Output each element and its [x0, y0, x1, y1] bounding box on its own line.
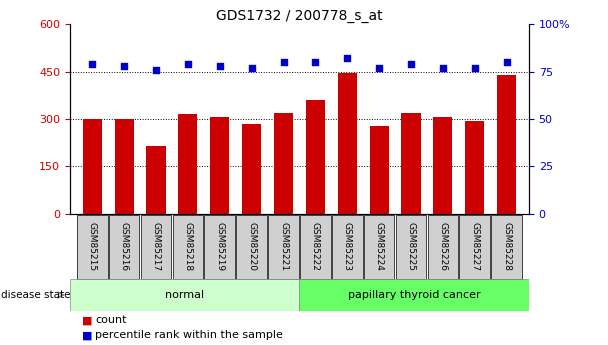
- FancyBboxPatch shape: [460, 215, 490, 279]
- Text: GSM85215: GSM85215: [88, 222, 97, 271]
- Bar: [306, 100, 325, 214]
- Text: GSM85227: GSM85227: [470, 222, 479, 271]
- Bar: [147, 146, 165, 214]
- Text: GSM85217: GSM85217: [151, 222, 161, 271]
- Title: GDS1732 / 200778_s_at: GDS1732 / 200778_s_at: [216, 9, 383, 23]
- FancyBboxPatch shape: [300, 215, 331, 279]
- Text: GSM85225: GSM85225: [407, 222, 415, 271]
- FancyBboxPatch shape: [173, 215, 203, 279]
- Bar: [114, 119, 134, 214]
- Text: ■: ■: [82, 331, 92, 340]
- Point: [342, 56, 352, 61]
- Point: [502, 59, 511, 65]
- Point: [151, 67, 161, 72]
- Point: [311, 59, 320, 65]
- FancyBboxPatch shape: [237, 215, 267, 279]
- FancyBboxPatch shape: [268, 215, 299, 279]
- FancyBboxPatch shape: [140, 215, 171, 279]
- FancyBboxPatch shape: [300, 279, 529, 311]
- FancyBboxPatch shape: [364, 215, 395, 279]
- Bar: [83, 119, 102, 214]
- Text: papillary thyroid cancer: papillary thyroid cancer: [348, 290, 480, 300]
- Bar: [401, 113, 421, 214]
- Point: [278, 59, 288, 65]
- Text: disease state: disease state: [1, 290, 71, 300]
- FancyBboxPatch shape: [109, 215, 139, 279]
- Text: GSM85224: GSM85224: [375, 222, 384, 271]
- Bar: [465, 121, 485, 214]
- Bar: [337, 73, 357, 214]
- FancyBboxPatch shape: [77, 215, 108, 279]
- Text: GSM85221: GSM85221: [279, 222, 288, 271]
- FancyBboxPatch shape: [204, 215, 235, 279]
- Point: [438, 65, 447, 70]
- Text: GSM85218: GSM85218: [184, 222, 192, 271]
- Bar: [274, 113, 293, 214]
- FancyBboxPatch shape: [332, 215, 362, 279]
- FancyBboxPatch shape: [427, 215, 458, 279]
- Point: [183, 61, 193, 67]
- Text: GSM85223: GSM85223: [343, 222, 352, 271]
- Text: count: count: [95, 315, 127, 325]
- Text: GSM85226: GSM85226: [438, 222, 447, 271]
- Point: [375, 65, 384, 70]
- Bar: [370, 126, 389, 214]
- Text: GSM85220: GSM85220: [247, 222, 256, 271]
- Text: GSM85228: GSM85228: [502, 222, 511, 271]
- Text: normal: normal: [165, 290, 204, 300]
- Text: GSM85216: GSM85216: [120, 222, 129, 271]
- Bar: [497, 75, 516, 214]
- Point: [88, 61, 97, 67]
- Bar: [242, 124, 261, 214]
- Point: [215, 63, 224, 69]
- Point: [247, 65, 257, 70]
- Text: GSM85219: GSM85219: [215, 222, 224, 271]
- FancyBboxPatch shape: [491, 215, 522, 279]
- Point: [470, 65, 480, 70]
- FancyBboxPatch shape: [396, 215, 426, 279]
- Text: GSM85222: GSM85222: [311, 222, 320, 271]
- Text: percentile rank within the sample: percentile rank within the sample: [95, 331, 283, 340]
- Point: [406, 61, 416, 67]
- Point: [119, 63, 129, 69]
- Bar: [434, 117, 452, 214]
- Text: ■: ■: [82, 315, 92, 325]
- FancyBboxPatch shape: [70, 279, 300, 311]
- Bar: [178, 114, 198, 214]
- Bar: [210, 117, 229, 214]
